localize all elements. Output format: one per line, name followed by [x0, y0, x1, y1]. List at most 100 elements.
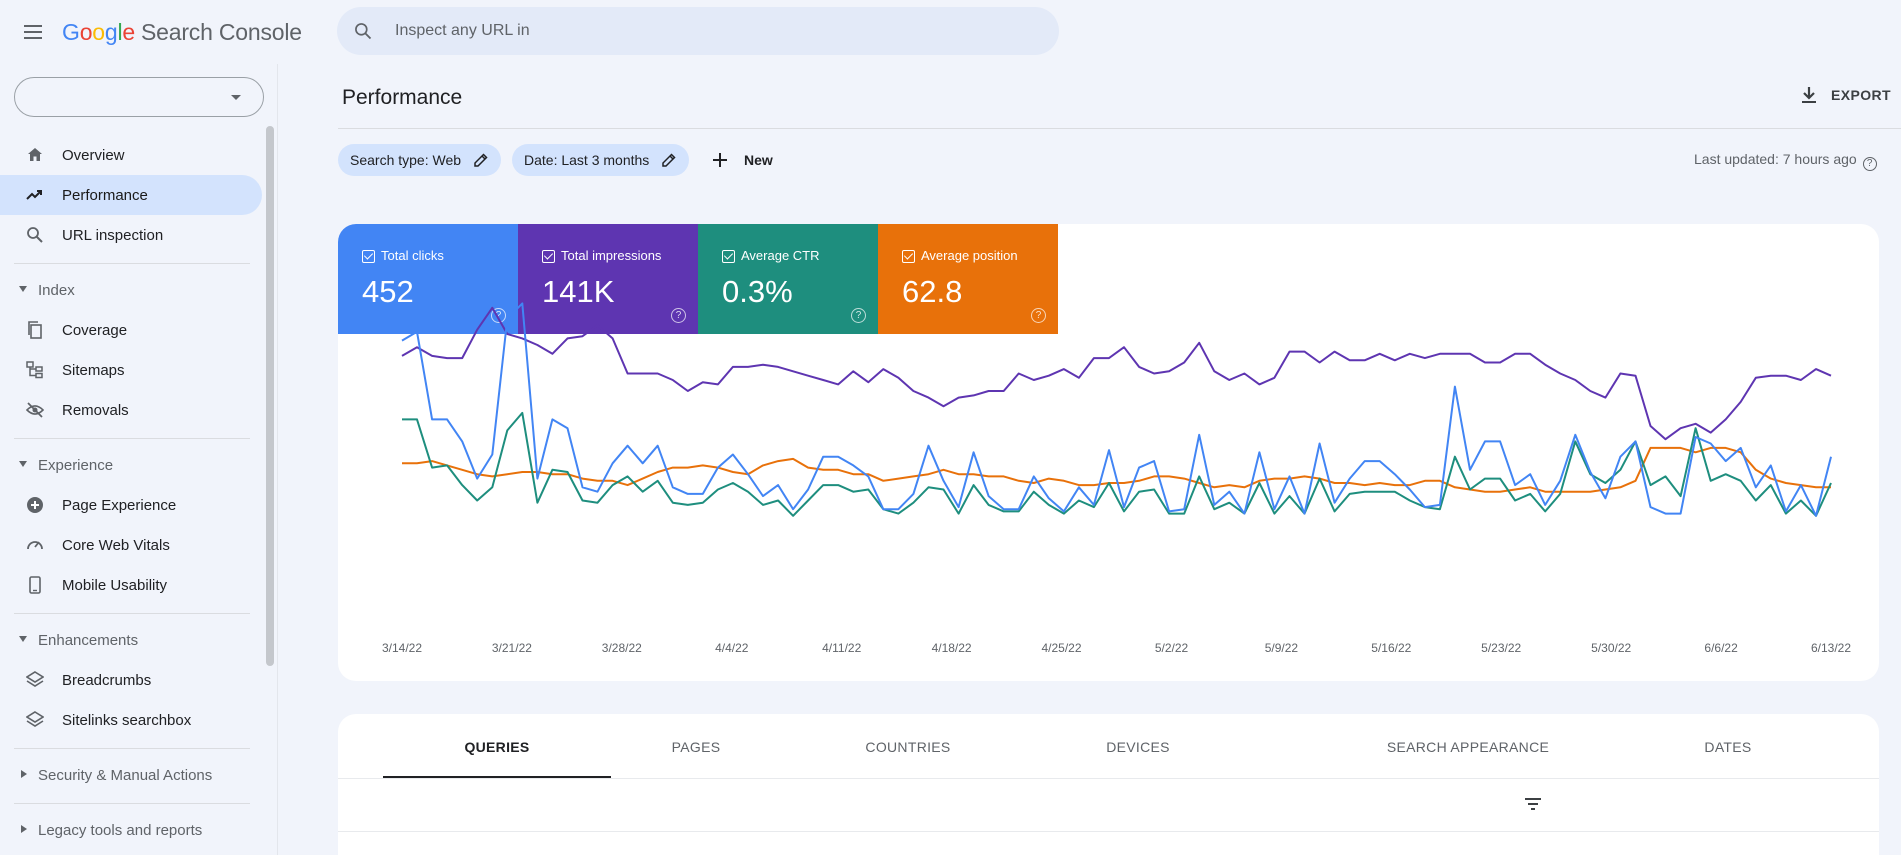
export-button[interactable]: EXPORT [1799, 82, 1891, 108]
property-selector[interactable] [14, 77, 264, 117]
edit-pencil-icon [474, 153, 488, 167]
sidebar: Overview Performance URL inspection Inde… [0, 64, 278, 855]
header-divider [338, 128, 1901, 129]
checkbox-checked-icon[interactable] [722, 250, 735, 263]
tab-queries[interactable]: QUERIES [464, 739, 530, 755]
x-tick-label: 5/9/22 [1265, 641, 1299, 655]
new-filter-button[interactable]: New [710, 144, 773, 176]
sidebar-border [277, 64, 278, 855]
x-tick-label: 4/4/22 [715, 641, 749, 655]
speed-gauge-icon [27, 541, 43, 550]
top-bar: Google Search Console [0, 0, 1901, 64]
checkbox-checked-icon[interactable] [902, 250, 915, 263]
chevron-down-icon [231, 95, 241, 100]
sidebar-section-security-manual-actions[interactable]: Security & Manual Actions [0, 757, 262, 793]
search-icon [355, 23, 372, 40]
sidebar-item-url-inspection[interactable]: URL inspection [0, 215, 262, 255]
checkbox-checked-icon[interactable] [362, 250, 375, 263]
checkbox-checked-icon[interactable] [542, 250, 555, 263]
tab-dates[interactable]: DATES [1704, 739, 1752, 755]
help-icon[interactable]: ? [1031, 308, 1046, 323]
sidebar-item-breadcrumbs[interactable]: Breadcrumbs [0, 660, 262, 700]
x-tick-label: 6/6/22 [1704, 641, 1738, 655]
filter-chip-date[interactable]: Date: Last 3 months [512, 144, 690, 176]
series-line-average-position [402, 446, 1831, 493]
edit-pencil-icon [662, 153, 676, 167]
sidebar-item-removals[interactable]: Removals [0, 390, 262, 430]
filter-chip-search-type[interactable]: Search type: Web [338, 144, 502, 176]
search-input[interactable] [395, 7, 1035, 55]
sidebar-item-sitelinks-searchbox[interactable]: Sitelinks searchbox [0, 700, 262, 740]
performance-line-chart[interactable]: 3/14/22 3/21/22 3/28/22 4/4/22 4/11/22 4/18/2… [338, 224, 1879, 681]
x-tick-label: 3/14/22 [382, 641, 422, 655]
metric-card-total-impressions[interactable]: Total impressions 141K ? [518, 224, 698, 334]
main-menu-icon[interactable] [22, 20, 46, 44]
expand-triangle-icon [21, 825, 27, 833]
x-tick-label: 5/2/22 [1155, 641, 1189, 655]
sidebar-scrollbar[interactable] [266, 126, 274, 666]
tab-pages[interactable]: PAGES [671, 739, 721, 755]
expand-triangle-icon [19, 636, 27, 642]
x-tick-label: 3/21/22 [492, 641, 532, 655]
sidebar-item-core-web-vitals[interactable]: Core Web Vitals [0, 525, 262, 565]
help-icon[interactable]: ? [851, 308, 866, 323]
download-icon [1802, 87, 1816, 103]
sidebar-item-sitemaps[interactable]: Sitemaps [0, 350, 262, 390]
search-icon [27, 227, 43, 243]
table-header-divider [338, 831, 1879, 832]
sidebar-item-performance[interactable]: Performance [0, 175, 262, 215]
series-line-total-impressions [401, 306, 1832, 441]
series-line-total-clicks [401, 302, 1832, 517]
page-title: Performance [342, 86, 463, 109]
tab-search-appearance[interactable]: SEARCH APPEARANCE [1386, 739, 1550, 755]
help-icon[interactable]: ? [671, 308, 686, 323]
active-tab-indicator [383, 776, 611, 778]
smartphone-icon [29, 576, 41, 594]
sidebar-section-enhancements[interactable]: Enhancements [0, 622, 262, 658]
x-tick-label: 4/25/22 [1041, 641, 1081, 655]
x-tick-label: 3/28/22 [602, 641, 642, 655]
sidebar-section-index[interactable]: Index [0, 272, 262, 308]
expand-triangle-icon [19, 461, 27, 467]
visibility-off-icon [26, 402, 44, 418]
sidebar-divider [14, 803, 250, 804]
home-icon [28, 148, 42, 161]
filter-list-icon[interactable] [1522, 793, 1544, 815]
tab-countries[interactable]: COUNTRIES [865, 739, 951, 755]
file-copy-icon [28, 321, 42, 339]
x-tick-label: 4/18/22 [932, 641, 972, 655]
x-tick-label: 5/30/22 [1591, 641, 1631, 655]
sidebar-item-overview[interactable]: Overview [0, 135, 262, 175]
sidebar-item-page-experience[interactable]: Page Experience [0, 485, 262, 525]
tab-devices[interactable]: DEVICES [1106, 739, 1170, 755]
x-tick-label: 5/23/22 [1481, 641, 1521, 655]
dimension-tabs-card: QUERIES PAGES COUNTRIES DEVICES SEARCH A… [338, 714, 1879, 855]
sidebar-section-experience[interactable]: Experience [0, 447, 262, 483]
x-tick-label: 6/13/22 [1811, 641, 1851, 655]
help-icon[interactable]: ? [1862, 157, 1877, 171]
x-tick-label: 5/16/22 [1371, 641, 1411, 655]
sidebar-divider [14, 263, 250, 264]
sidebar-item-mobile-usability[interactable]: Mobile Usability [0, 565, 262, 605]
layers-icon [26, 671, 44, 687]
help-icon[interactable]: ? [491, 308, 506, 323]
performance-chart-card: Total clicks 452 ? Total impressions 141… [338, 224, 1879, 681]
url-inspection-search[interactable] [337, 7, 1059, 55]
tabs-divider [338, 778, 1879, 779]
metric-card-average-ctr[interactable]: Average CTR 0.3% ? [698, 224, 878, 334]
plus-circle-icon [27, 497, 43, 513]
sidebar-item-coverage[interactable]: Coverage [0, 310, 262, 350]
metric-card-average-position[interactable]: Average position 62.8 ? [878, 224, 1058, 334]
sidebar-section-legacy-tools[interactable]: Legacy tools and reports [0, 812, 262, 848]
expand-triangle-icon [19, 286, 27, 292]
sidebar-divider [14, 613, 250, 614]
plus-icon [713, 153, 727, 167]
sidebar-divider [14, 748, 250, 749]
sidebar-divider [14, 438, 250, 439]
google-search-console-logo[interactable]: Google Search Console [62, 19, 302, 45]
expand-triangle-icon [21, 770, 27, 778]
x-tick-label: 4/11/22 [822, 641, 861, 655]
sitemap-icon [26, 361, 43, 379]
trending-up-icon [26, 190, 42, 200]
layers-icon [26, 711, 44, 727]
